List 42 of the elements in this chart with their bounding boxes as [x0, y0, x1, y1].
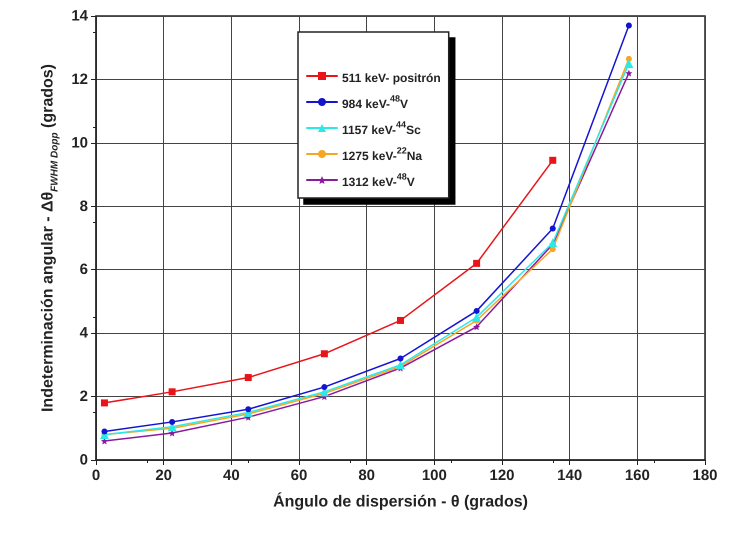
point	[169, 418, 176, 425]
point	[625, 70, 632, 77]
y-tick-label: 2	[80, 388, 88, 406]
point	[549, 156, 556, 164]
point	[474, 308, 480, 314]
y-tick-label: 12	[71, 70, 88, 88]
legend-label: 511 keV- positrón	[342, 71, 441, 85]
y-tick-label: 14	[71, 8, 89, 24]
point	[550, 225, 556, 232]
point	[473, 323, 480, 330]
point	[320, 350, 328, 358]
point	[244, 374, 252, 382]
point	[101, 428, 108, 434]
point	[396, 360, 405, 370]
y-tick-label: 0	[80, 452, 88, 468]
point	[168, 388, 176, 396]
point	[473, 260, 480, 267]
point	[548, 238, 558, 248]
x-tick-label: 20	[155, 467, 172, 484]
y-tick-label: 10	[71, 134, 88, 152]
point	[624, 59, 634, 68]
x-tick-label: 160	[624, 467, 650, 484]
point	[245, 406, 252, 412]
point	[398, 356, 404, 362]
y-tick-label: 8	[80, 198, 88, 215]
x-tick-label: 140	[557, 467, 582, 484]
point	[397, 316, 404, 324]
x-tick-label: 40	[222, 467, 240, 484]
y-axis-title: Indeterminación angular - ΔθFWHM Dopp (grados)	[40, 64, 60, 412]
point	[626, 22, 632, 29]
x-tick-label: 120	[489, 467, 515, 484]
x-tick-label: 60	[290, 467, 308, 484]
x-tick-label: 100	[422, 467, 447, 484]
x-tick-label: 80	[358, 467, 376, 484]
point	[100, 399, 108, 406]
x-tick-label: 180	[692, 467, 718, 484]
x-axis-title: Ángulo de dispersión - θ (grados)	[273, 492, 528, 510]
x-tick-label: 0	[92, 467, 100, 484]
y-tick-label: 4	[80, 324, 89, 342]
point	[321, 384, 328, 390]
y-tick-label: 6	[80, 261, 88, 278]
point	[472, 312, 482, 322]
